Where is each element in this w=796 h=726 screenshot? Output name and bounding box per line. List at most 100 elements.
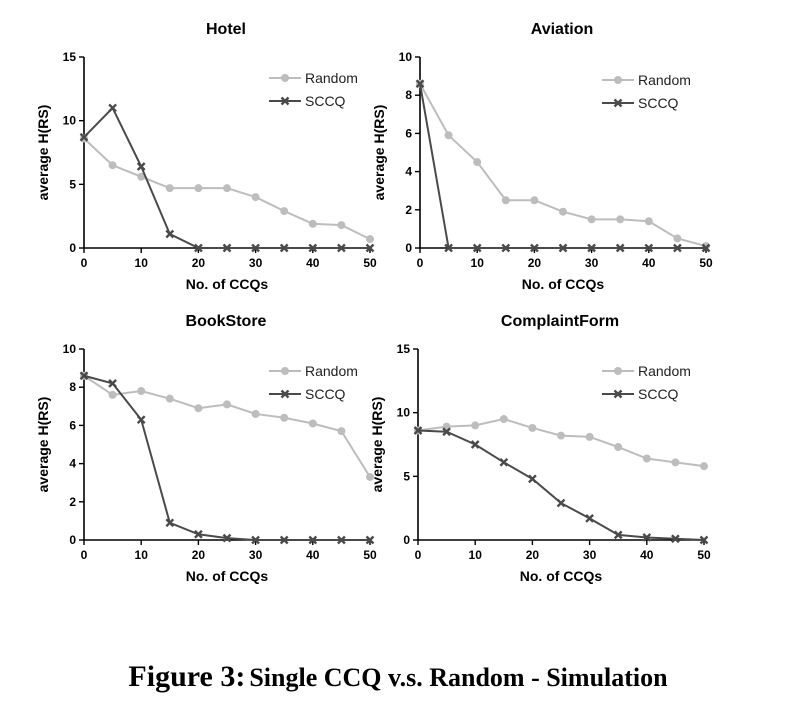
x-tick-label: 0 [81,256,88,270]
y-tick-label: 5 [403,469,410,483]
legend-label: SCCQ [638,386,679,402]
y-tick-label: 2 [69,495,76,509]
data-point [365,243,375,253]
chart-title: ComplaintForm [501,313,619,330]
x-tick-label: 30 [249,548,263,562]
data-point [251,535,260,545]
x-tick-label: 40 [640,548,654,562]
y-axis-label: average H(RS) [35,105,51,201]
legend-marker [613,389,623,399]
data-point [671,458,680,467]
data-point [642,533,652,542]
x-tick-label: 50 [699,256,713,270]
chart-title: Aviation [531,21,594,38]
y-tick-label: 0 [403,533,410,547]
legend-label: Random [638,363,691,379]
x-axis-label: No. of CCQs [186,276,269,292]
x-tick-label: 10 [135,256,149,270]
data-point [614,443,623,452]
legend-marker [613,98,623,108]
data-point [251,409,260,418]
x-tick-label: 50 [363,548,377,562]
legend-label: Random [305,363,358,379]
x-tick-label: 30 [585,256,599,270]
data-point [470,440,480,449]
data-point [616,215,625,224]
data-point [613,530,623,540]
data-point [337,243,346,253]
chart-title: BookStore [186,313,267,330]
y-tick-label: 15 [397,342,411,356]
data-point [528,474,537,484]
data-point [530,243,539,253]
data-point [366,472,374,481]
series-line [417,417,705,468]
legend-label: SCCQ [638,95,679,111]
data-point [280,413,289,422]
x-tick-label: 10 [135,548,149,562]
y-tick-label: 0 [69,241,76,255]
data-point [223,184,231,193]
data-point [194,529,203,539]
legend-label: Random [305,70,358,86]
y-tick-label: 2 [405,203,412,217]
data-point [701,243,711,253]
data-point [444,243,453,253]
caption-label: Figure 3: [128,660,246,693]
data-point [223,400,231,409]
x-tick-label: 50 [363,256,377,270]
data-point [108,390,117,399]
y-tick-label: 0 [405,241,412,255]
data-point [585,514,594,523]
x-tick-label: 30 [249,256,263,270]
data-point [587,243,596,253]
data-point [585,432,594,441]
legend-marker [280,96,290,106]
data-point [79,132,89,142]
legend-label: SCCQ [305,93,346,109]
data-point [499,415,508,424]
data-point [108,161,117,170]
x-axis-label: No. of CCQs [186,568,269,584]
y-tick-label: 4 [69,457,76,471]
data-point [644,243,654,253]
data-point [165,518,175,528]
y-tick-label: 5 [69,177,76,191]
chart-panel-1: Hotel 0 10 20 30 40 50 0 5 10 15 No. of CCQs average… [35,21,377,292]
data-point [308,419,317,428]
x-tick-label: 20 [528,256,542,270]
x-tick-label: 20 [192,256,206,270]
x-tick-label: 40 [306,548,320,562]
x-tick-label: 30 [583,548,597,562]
data-point [365,535,375,545]
series-sccq [79,103,375,253]
y-tick-label: 10 [399,50,413,64]
series-sccq [413,426,709,545]
x-tick-label: 50 [697,548,711,562]
x-tick-label: 0 [415,548,422,562]
legend-label: SCCQ [305,386,346,402]
x-tick-label: 10 [471,256,485,270]
data-point [308,535,318,545]
data-point [557,431,565,440]
y-axis-label: average H(RS) [371,105,387,201]
x-tick-label: 40 [642,256,656,270]
data-point [165,229,175,239]
y-axis-label: average H(RS) [369,397,385,493]
series-random [414,415,708,471]
x-tick-label: 0 [81,548,88,562]
legend-label: Random [638,72,691,88]
chart-panel-4: ComplaintForm 0 10 20 30 40 50 0 5 10 15 No. of CCQ… [369,313,711,584]
data-point [413,426,423,435]
data-point [136,162,146,171]
x-tick-label: 0 [417,256,424,270]
data-point [673,243,682,253]
series-sccq [415,79,711,253]
data-point [559,207,567,216]
legend-marker [614,76,622,84]
data-point [530,196,539,205]
y-tick-label: 4 [405,165,412,179]
data-point [137,172,146,181]
data-point [642,454,651,463]
legend: Random SCCQ [269,363,358,402]
